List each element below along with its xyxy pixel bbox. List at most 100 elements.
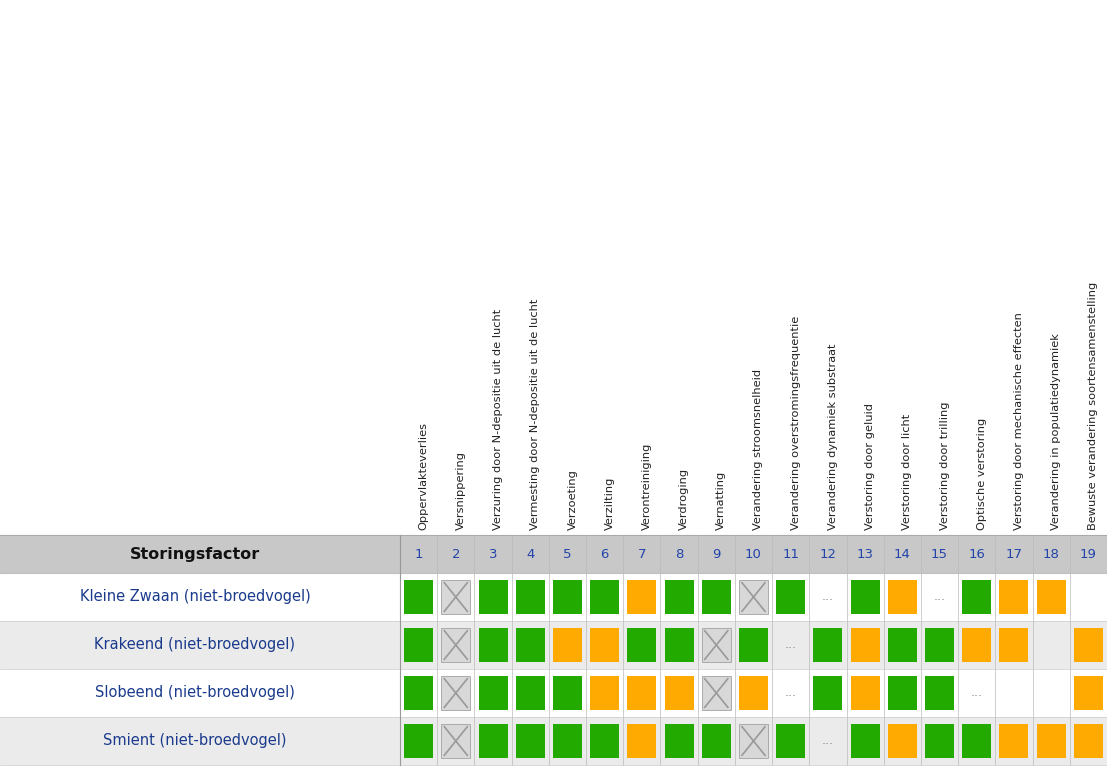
Text: Storingsfactor: Storingsfactor — [130, 547, 260, 562]
Text: Versnippering: Versnippering — [456, 451, 466, 530]
Bar — [962, 628, 991, 662]
Bar — [850, 675, 880, 710]
Text: Verzoeting: Verzoeting — [568, 469, 578, 530]
Bar — [664, 675, 694, 710]
Bar — [1036, 724, 1066, 758]
Text: 5: 5 — [563, 548, 571, 561]
Bar — [590, 580, 619, 615]
Text: ...: ... — [785, 639, 797, 651]
Bar — [404, 628, 433, 662]
Text: 15: 15 — [931, 548, 948, 561]
Text: Verandering in populatiedynamiek: Verandering in populatiedynamiek — [1052, 333, 1062, 530]
Text: 9: 9 — [712, 548, 721, 561]
Bar — [776, 724, 805, 758]
Bar — [776, 580, 805, 615]
Bar — [739, 628, 768, 662]
Text: Verzilting: Verzilting — [604, 477, 614, 530]
Bar — [552, 580, 582, 615]
Bar — [1000, 628, 1028, 662]
Bar — [702, 628, 731, 662]
Text: Verdroging: Verdroging — [679, 468, 689, 530]
Text: 14: 14 — [894, 548, 911, 561]
Text: Krakeend (niet-broedvogel): Krakeend (niet-broedvogel) — [94, 637, 296, 653]
Bar — [739, 724, 768, 758]
Text: ...: ... — [971, 686, 983, 700]
Bar — [962, 580, 991, 615]
Bar — [516, 580, 545, 615]
Text: 1: 1 — [414, 548, 423, 561]
Text: Vernatting: Vernatting — [716, 471, 726, 530]
Text: Verstoring door mechanische effecten: Verstoring door mechanische effecten — [1014, 312, 1024, 530]
Bar — [442, 580, 470, 615]
Bar — [1074, 724, 1103, 758]
Text: 19: 19 — [1080, 548, 1097, 561]
Bar — [962, 724, 991, 758]
Text: 16: 16 — [969, 548, 985, 561]
Text: 4: 4 — [526, 548, 535, 561]
Bar — [1074, 628, 1103, 662]
Text: Verandering overstromingsfrequentie: Verandering overstromingsfrequentie — [790, 315, 800, 530]
Bar — [702, 724, 731, 758]
Text: Verstoring door geluid: Verstoring door geluid — [866, 403, 876, 530]
Text: Verzuring door N-depositie uit de lucht: Verzuring door N-depositie uit de lucht — [493, 308, 503, 530]
Bar — [442, 724, 470, 758]
Bar — [888, 580, 917, 615]
Bar — [404, 580, 433, 615]
Bar — [516, 628, 545, 662]
Text: Verandering stroomsnelheid: Verandering stroomsnelheid — [754, 369, 764, 530]
Bar — [888, 628, 917, 662]
Text: ...: ... — [933, 590, 945, 604]
Bar — [628, 628, 656, 662]
Text: Kleine Zwaan (niet-broedvogel): Kleine Zwaan (niet-broedvogel) — [80, 590, 310, 605]
Bar — [814, 675, 842, 710]
Text: Slobeend (niet-broedvogel): Slobeend (niet-broedvogel) — [95, 686, 294, 700]
Text: 10: 10 — [745, 548, 762, 561]
Bar — [628, 675, 656, 710]
Bar — [0, 669, 1107, 717]
Text: 13: 13 — [857, 548, 873, 561]
Bar — [628, 724, 656, 758]
Bar — [0, 621, 1107, 669]
Bar — [0, 535, 1107, 573]
Text: 2: 2 — [452, 548, 461, 561]
Bar — [925, 628, 954, 662]
Text: 18: 18 — [1043, 548, 1059, 561]
Text: Verstoring door licht: Verstoring door licht — [902, 414, 912, 530]
Bar — [0, 573, 1107, 621]
Bar — [850, 628, 880, 662]
Bar — [739, 675, 768, 710]
Bar — [590, 724, 619, 758]
Bar — [850, 724, 880, 758]
Bar — [404, 675, 433, 710]
Text: 17: 17 — [1005, 548, 1023, 561]
Bar — [590, 675, 619, 710]
Bar — [850, 580, 880, 615]
Text: Oppervlakteverlies: Oppervlakteverlies — [418, 422, 428, 530]
Bar — [478, 724, 507, 758]
Bar — [552, 724, 582, 758]
Bar — [1074, 675, 1103, 710]
Bar — [404, 724, 433, 758]
Bar — [628, 580, 656, 615]
Text: Verontreiniging: Verontreiniging — [642, 442, 652, 530]
Bar — [702, 675, 731, 710]
Bar — [0, 717, 1107, 765]
Bar — [516, 724, 545, 758]
Bar — [590, 628, 619, 662]
Bar — [1000, 580, 1028, 615]
Bar — [442, 628, 470, 662]
Bar — [888, 724, 917, 758]
Text: ...: ... — [821, 590, 834, 604]
Text: ...: ... — [785, 686, 797, 700]
Bar — [814, 628, 842, 662]
Bar — [664, 580, 694, 615]
Text: Vermesting door N-depositie uit de lucht: Vermesting door N-depositie uit de lucht — [530, 298, 540, 530]
Bar — [442, 675, 470, 710]
Text: Verandering dynamiek substraat: Verandering dynamiek substraat — [828, 344, 838, 530]
Bar — [478, 628, 507, 662]
Text: 6: 6 — [600, 548, 609, 561]
Bar — [702, 580, 731, 615]
Bar — [925, 724, 954, 758]
Bar — [888, 675, 917, 710]
Bar — [739, 580, 768, 615]
